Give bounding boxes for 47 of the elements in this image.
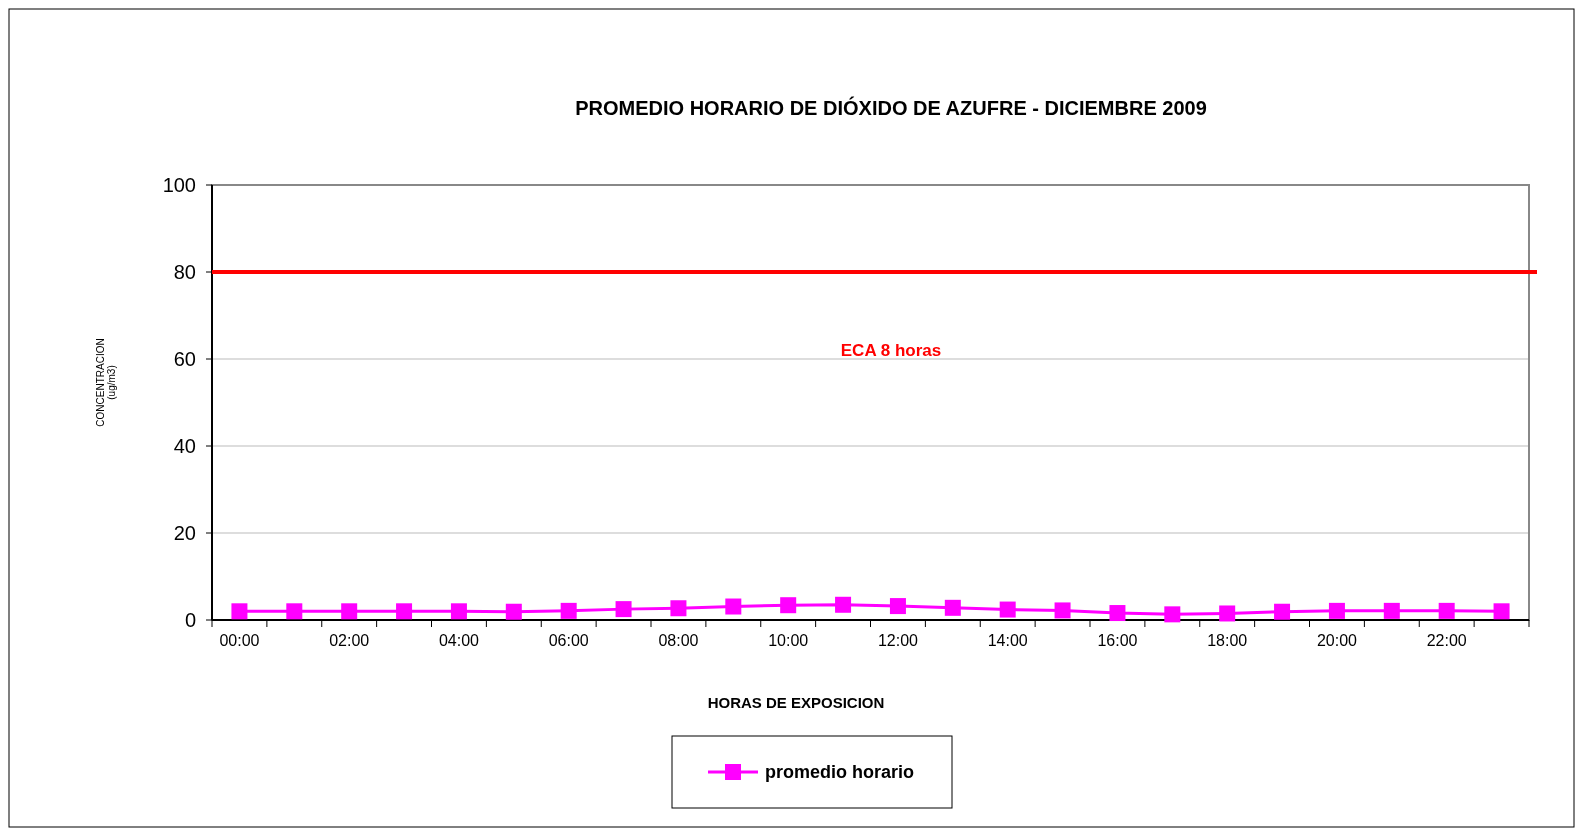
y-tick-label: 20	[173, 522, 196, 544]
point	[1054, 602, 1071, 619]
y-axis-title: CONCENTRACION (ug/m3)	[95, 338, 117, 427]
point	[999, 601, 1016, 618]
ref-line-label: ECA 8 horas	[840, 341, 942, 360]
x-axis-title: HORAS DE EXPOSICION	[707, 694, 885, 711]
x-tick-label: 18:00	[1207, 632, 1248, 649]
point	[725, 598, 742, 615]
point	[231, 603, 248, 620]
y-tick-label: 80	[173, 261, 196, 283]
x-tick-label: 06:00	[548, 632, 589, 649]
chart-title: PROMEDIO HORARIO DE DIÓXIDO DE AZUFRE - DICIEMBRE 2009	[575, 96, 1207, 119]
point	[1274, 603, 1291, 620]
x-tick-label: 12:00	[877, 632, 919, 649]
legend-label: promedio horario	[765, 762, 915, 783]
x-tick-label: 00:00	[219, 632, 260, 649]
y-tick-label: 0	[184, 609, 196, 631]
y-tick-label: 60	[173, 348, 196, 370]
x-tick-label: 20:00	[1316, 632, 1358, 649]
x-tick-label: 02:00	[329, 632, 370, 649]
point	[1383, 602, 1400, 619]
x-tick-label: 04:00	[438, 632, 480, 649]
point	[341, 603, 358, 620]
point	[1438, 602, 1455, 619]
y-tick-label: 100	[162, 174, 196, 196]
x-tick-label: 10:00	[768, 632, 809, 649]
point	[670, 600, 687, 617]
y-tick-label: 40	[173, 435, 196, 457]
point	[1109, 605, 1126, 622]
point	[505, 603, 522, 620]
point	[1328, 602, 1345, 619]
point	[615, 601, 632, 618]
point	[1164, 606, 1181, 623]
point	[780, 597, 797, 614]
x-tick-label: 08:00	[658, 632, 699, 649]
x-tick-label: 16:00	[1097, 632, 1138, 649]
x-tick-label: 14:00	[987, 632, 1028, 649]
point	[835, 596, 852, 613]
x-tick-label: 22:00	[1426, 632, 1467, 649]
point	[944, 599, 961, 616]
point	[1219, 605, 1236, 622]
point	[286, 603, 303, 620]
point	[889, 598, 906, 615]
point	[396, 603, 413, 620]
point	[1493, 603, 1510, 620]
point	[450, 603, 467, 620]
point	[560, 602, 577, 619]
